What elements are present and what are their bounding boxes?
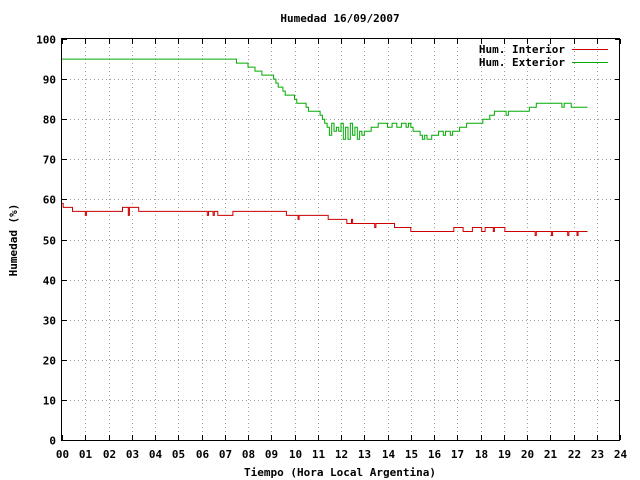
x-tick-label: 03	[126, 448, 139, 461]
grid	[62, 39, 621, 441]
y-tick-labels: 0 10 20 30 40 50 60 70 80 90 100	[36, 34, 56, 448]
x-tick-label: 05	[172, 448, 185, 461]
x-tick-label: 06	[196, 448, 210, 461]
y-axis-label: Humedad (%)	[7, 204, 20, 277]
x-tick-label: 02	[103, 448, 116, 461]
y-tick-label: 100	[36, 34, 56, 47]
x-tick-label: 15	[405, 448, 418, 461]
y-tick-label: 40	[43, 275, 56, 288]
series-line-1	[62, 58, 588, 140]
y-tick-label: 70	[43, 154, 56, 167]
x-tick-label: 23	[591, 448, 604, 461]
series-line-0	[62, 202, 588, 236]
y-tick-label: 90	[43, 74, 56, 87]
x-tick-label: 17	[451, 448, 464, 461]
x-tick-label: 20	[521, 448, 534, 461]
legend-label: Hum. Interior	[479, 43, 565, 56]
x-tick-label: 14	[382, 448, 396, 461]
x-tick-label: 11	[312, 448, 326, 461]
x-tick-label: 19	[498, 448, 511, 461]
legend-label: Hum. Exterior	[479, 56, 565, 69]
series-lines	[62, 58, 588, 236]
y-tick-label: 50	[43, 235, 56, 248]
x-tick-label: 13	[358, 448, 371, 461]
x-tick-label: 10	[289, 448, 302, 461]
chart-title: Humedad 16/09/2007	[280, 12, 399, 25]
plot-frame	[61, 38, 620, 441]
x-tick-label: 16	[428, 448, 442, 461]
x-tick-label: 00	[56, 448, 69, 461]
x-tick-label: 22	[568, 448, 581, 461]
y-tick-label: 20	[43, 355, 56, 368]
x-tick-label: 12	[335, 448, 348, 461]
x-tick-labels: 00 01 02 03 04 05 06 07 08 09 10 11 12 13 14 15 16 17 18 19…	[56, 448, 628, 461]
x-tick-label: 04	[149, 448, 163, 461]
x-tick-label: 01	[79, 448, 93, 461]
x-tick-label: 24	[614, 448, 628, 461]
y-tick-label: 60	[43, 194, 56, 207]
x-tick-label: 09	[265, 448, 278, 461]
x-axis-label: Tiempo (Hora Local Argentina)	[244, 466, 436, 479]
x-tick-label: 18	[475, 448, 488, 461]
y-tick-label: 80	[43, 114, 56, 127]
x-tick-label: 08	[242, 448, 255, 461]
y-tick-label: 10	[43, 395, 56, 408]
y-tick-label: 0	[49, 435, 56, 448]
y-tick-label: 30	[43, 315, 56, 328]
x-tick-label: 21	[544, 448, 558, 461]
x-tick-label: 07	[219, 448, 232, 461]
